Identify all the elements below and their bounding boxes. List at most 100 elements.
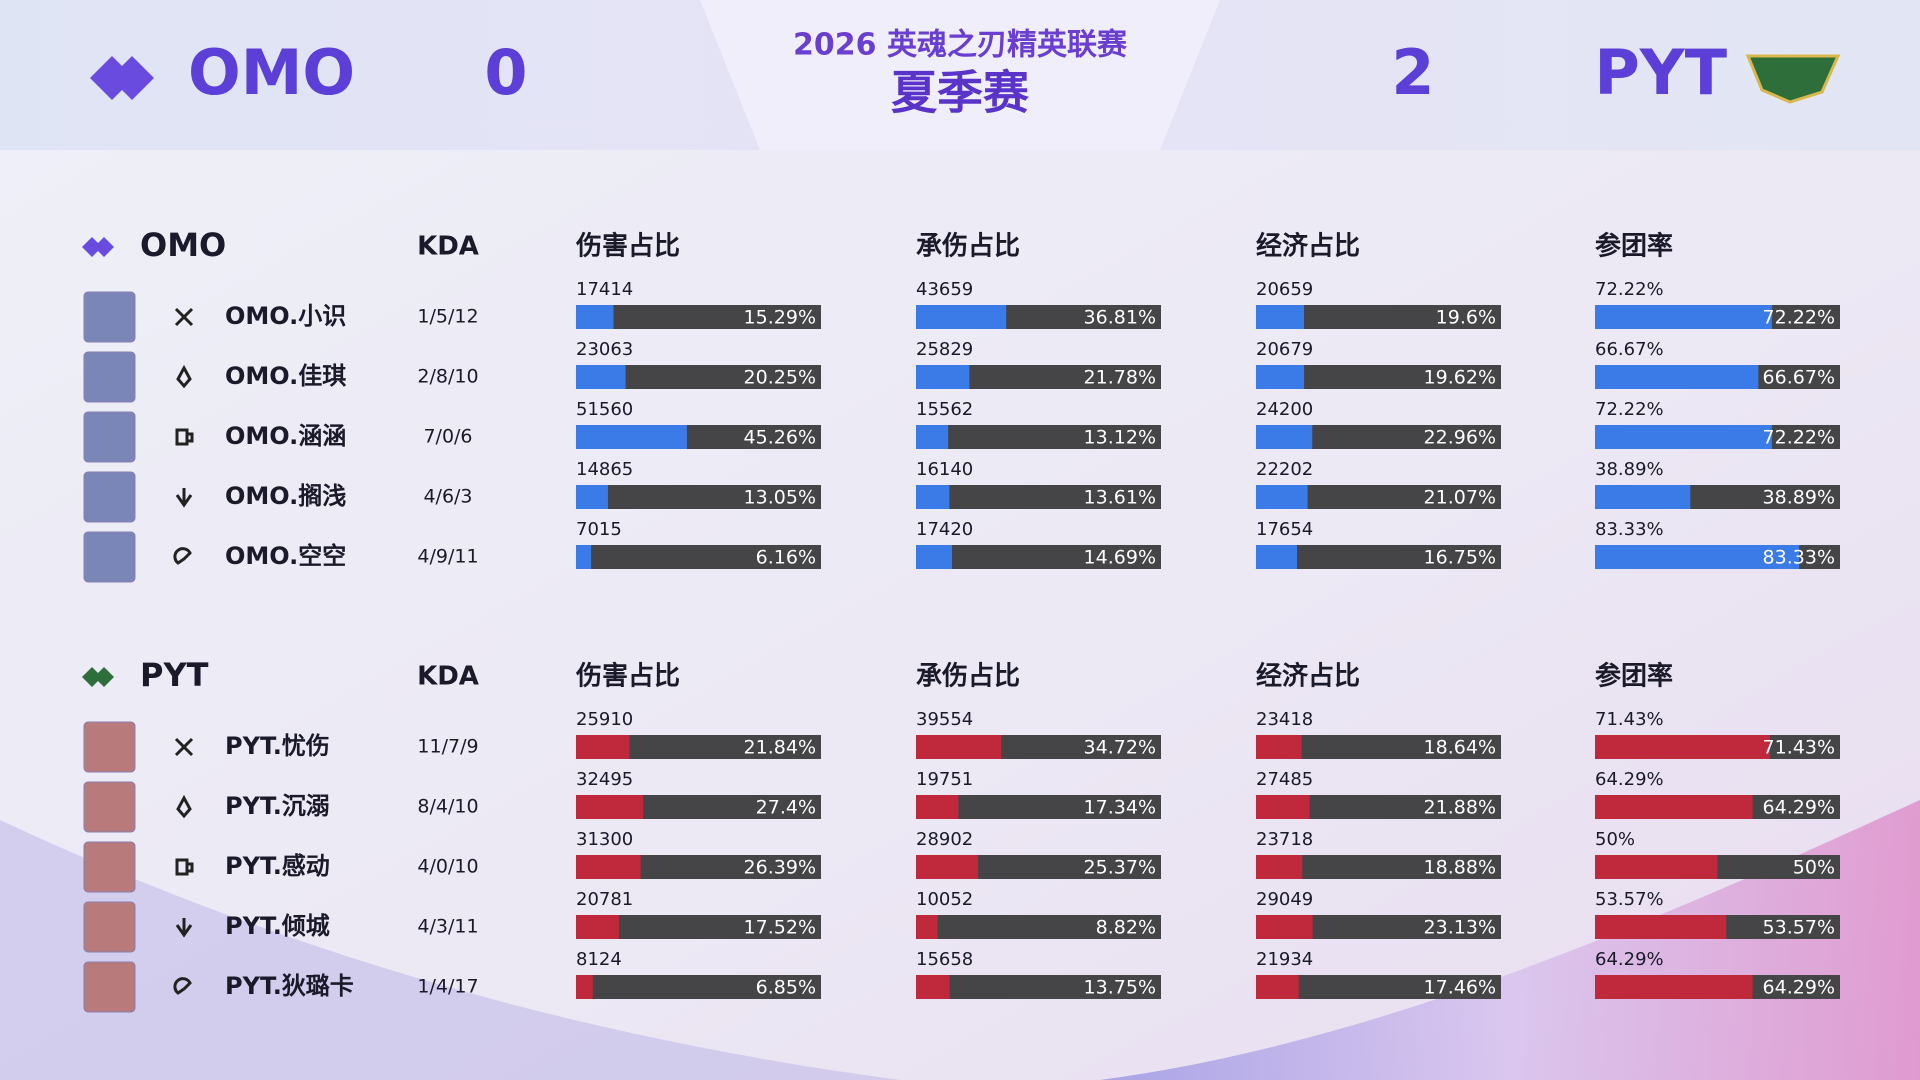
bar-fill: [576, 795, 644, 819]
stat-value: 10052: [916, 889, 973, 910]
avatar: [83, 961, 136, 1013]
column-header: 参团率: [1595, 661, 1673, 692]
column-header: KDA: [417, 662, 479, 692]
bar-label: 18.64%: [1424, 737, 1496, 759]
stat-value: 14865: [576, 459, 633, 480]
stat-value: 15658: [916, 949, 973, 970]
bar-label: 66.67%: [1763, 367, 1835, 389]
stat-value: 51560: [576, 399, 633, 420]
role-icon: [173, 547, 192, 565]
stat-value: 31300: [576, 829, 633, 850]
bar-label: 22.96%: [1424, 427, 1496, 449]
bar-label: 20.25%: [744, 367, 816, 389]
avatar: [83, 351, 136, 403]
bar-label: 45.26%: [744, 427, 816, 449]
player-kda: 4/0/10: [417, 856, 478, 878]
avatar: [83, 531, 136, 583]
stat-value: 39554: [916, 709, 973, 730]
role-icon: [174, 737, 194, 757]
bar-label: 53.57%: [1763, 917, 1835, 939]
player-kda: 1/4/17: [417, 976, 478, 998]
stat-value: 66.67%: [1595, 339, 1664, 360]
role-icon: [175, 918, 193, 938]
bar-label: 16.75%: [1424, 547, 1496, 569]
avatar: [83, 901, 136, 953]
stat-value: 16140: [916, 459, 973, 480]
decor: [0, 820, 900, 1080]
bar-fill: [916, 795, 959, 819]
role-icon: [175, 488, 193, 508]
bar-label: 17.34%: [1084, 797, 1156, 819]
bar-label: 13.05%: [744, 487, 816, 509]
bar-fill: [1256, 795, 1310, 819]
bar-fill: [1595, 485, 1691, 509]
stat-value: 20679: [1256, 339, 1313, 360]
bar-fill: [916, 425, 949, 449]
bar-label: 17.52%: [744, 917, 816, 939]
bar-track: [916, 915, 1161, 939]
player-name: OMO.搁浅: [225, 482, 346, 510]
left-score: 0: [484, 36, 527, 109]
left-team: OMO: [188, 36, 355, 109]
stat-value: 53.57%: [1595, 889, 1664, 910]
role-icon: [174, 307, 194, 327]
role-icon: [173, 977, 192, 995]
stage-title: 夏季赛: [891, 66, 1030, 120]
bar-fill: [916, 855, 979, 879]
bar-fill: [1256, 915, 1313, 939]
bar-label: 83.33%: [1763, 547, 1835, 569]
stat-value: 22202: [1256, 459, 1313, 480]
column-header: 经济占比: [1256, 661, 1360, 692]
team-name: OMO: [140, 226, 226, 264]
bar-label: 14.69%: [1084, 547, 1156, 569]
bar-label: 25.37%: [1084, 857, 1156, 879]
player-name: OMO.小识: [225, 302, 346, 330]
column-header: 经济占比: [1256, 231, 1360, 262]
player-kda: 1/5/12: [417, 306, 478, 328]
bar-track: [576, 485, 821, 509]
bar-fill: [576, 365, 626, 389]
stat-value: 38.89%: [1595, 459, 1664, 480]
bar-track: [576, 975, 821, 999]
player-kda: 11/7/9: [417, 736, 478, 758]
stat-value: 7015: [576, 519, 622, 540]
stat-value: 29049: [1256, 889, 1313, 910]
bar-label: 21.88%: [1424, 797, 1496, 819]
team-name: PYT: [140, 656, 209, 694]
player-kda: 4/3/11: [417, 916, 478, 938]
bar-fill: [1595, 915, 1727, 939]
player-name: PYT.狄璐卡: [225, 972, 354, 1000]
right-team: PYT: [1594, 36, 1727, 109]
bar-fill: [576, 915, 619, 939]
bar-label: 13.61%: [1084, 487, 1156, 509]
header-center: [700, 0, 1220, 150]
player-name: OMO.涵涵: [225, 422, 346, 450]
player-name: OMO.佳琪: [225, 362, 346, 390]
player-kda: 8/4/10: [417, 796, 478, 818]
bar-fill: [1595, 975, 1753, 999]
bar-track: [916, 485, 1161, 509]
bar-track: [576, 545, 821, 569]
bar-fill: [576, 425, 687, 449]
bar-fill: [1256, 485, 1308, 509]
stat-value: 25829: [916, 339, 973, 360]
bar-label: 71.43%: [1763, 737, 1835, 759]
stat-value: 20659: [1256, 279, 1313, 300]
role-icon: [175, 858, 194, 876]
bar-fill: [916, 365, 970, 389]
bar-fill: [1256, 975, 1299, 999]
bar-fill: [1595, 735, 1771, 759]
bar-fill: [1256, 545, 1298, 569]
event-title: 2026 英魂之刃精英联赛: [793, 28, 1128, 63]
column-header: 伤害占比: [575, 661, 680, 692]
stat-value: 23718: [1256, 829, 1313, 850]
bar-label: 6.85%: [756, 977, 816, 999]
avatar: [83, 721, 136, 773]
stat-value: 19751: [916, 769, 973, 790]
avatar: [83, 411, 136, 463]
column-header: 伤害占比: [575, 231, 680, 262]
bar-fill: [1595, 795, 1753, 819]
bar-label: 6.16%: [756, 547, 816, 569]
